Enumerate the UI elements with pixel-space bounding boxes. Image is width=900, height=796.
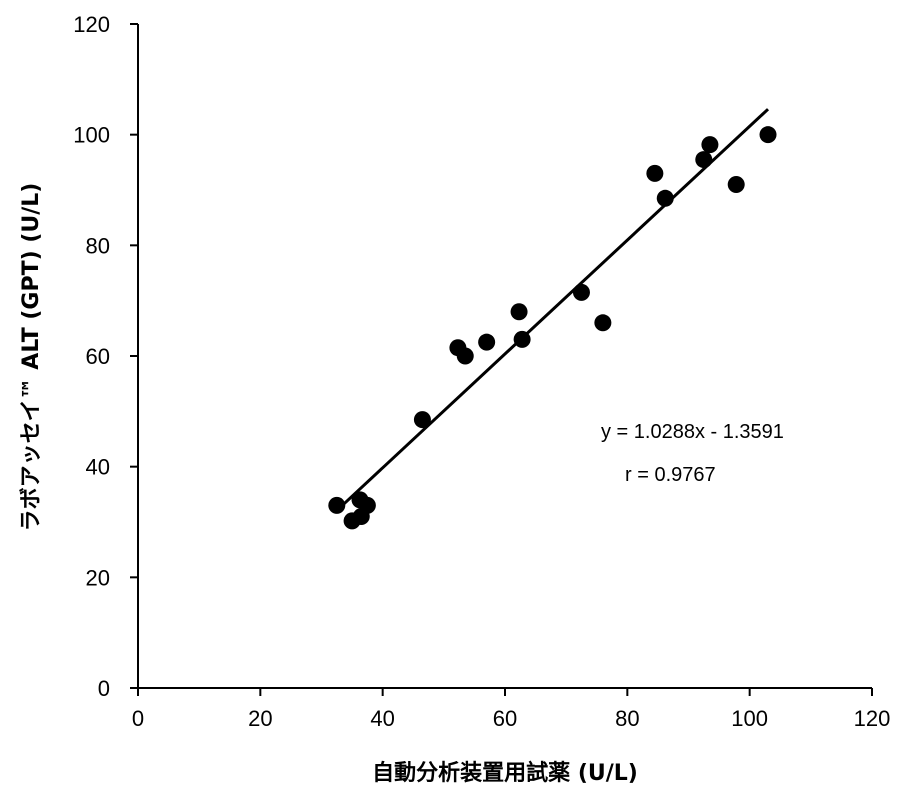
data-point — [727, 175, 745, 193]
trendline-group — [338, 108, 770, 509]
x-tick-label: 100 — [731, 706, 768, 731]
x-tick-label: 40 — [370, 706, 394, 731]
data-point — [456, 347, 474, 365]
data-point — [513, 330, 531, 348]
y-tick-label: 40 — [86, 455, 110, 480]
data-point — [594, 314, 612, 332]
axes — [130, 23, 873, 696]
tick-labels: 0 20 40 60 80 100 120 0 20 40 60 80 100 120 — [73, 12, 890, 731]
x-tick-label: 80 — [615, 706, 639, 731]
trendline — [338, 108, 770, 509]
data-point — [413, 411, 431, 429]
y-tick-label: 20 — [86, 565, 110, 590]
y-tick-label: 120 — [73, 12, 110, 37]
data-point — [646, 164, 664, 182]
y-tick-label: 60 — [86, 344, 110, 369]
equation-annotation: y = 1.0288x - 1.3591 — [601, 421, 784, 443]
x-tick-label: 120 — [854, 706, 891, 731]
points-group — [328, 126, 777, 530]
y-tick-label: 0 — [98, 676, 110, 701]
data-point — [656, 189, 674, 207]
data-point — [572, 283, 590, 301]
y-tick-label: 80 — [86, 233, 110, 258]
data-point — [510, 303, 528, 321]
data-point — [701, 136, 719, 154]
x-axis-title: 自動分析装置用試薬 (U/L) — [372, 760, 638, 786]
x-tick-label: 0 — [132, 706, 144, 731]
r-annotation: r = 0.9767 — [625, 464, 716, 486]
data-point — [478, 333, 496, 351]
data-point — [358, 496, 376, 514]
x-tick-label: 20 — [248, 706, 272, 731]
y-tick-label: 100 — [73, 123, 110, 148]
data-point — [759, 126, 777, 144]
y-axis-title: ラボアッセイ™ ALT (GPT) (U/L) — [19, 183, 44, 532]
data-point — [328, 496, 346, 514]
x-tick-label: 60 — [493, 706, 517, 731]
data-point — [695, 151, 713, 169]
